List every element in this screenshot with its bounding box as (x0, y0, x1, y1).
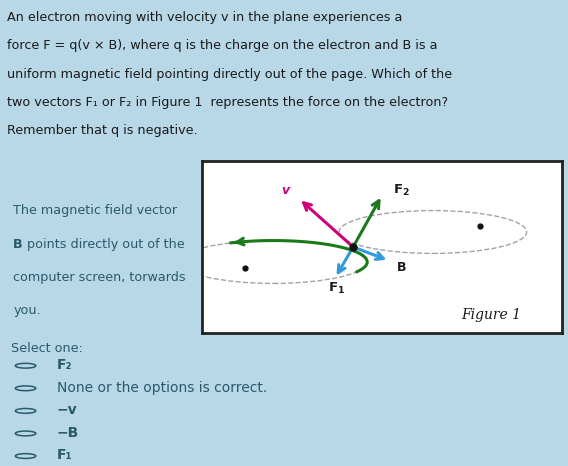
Text: Figure 1: Figure 1 (461, 308, 521, 322)
Text: −v: −v (57, 403, 77, 417)
Text: F₁: F₁ (57, 448, 73, 462)
Text: −B: −B (57, 426, 79, 440)
Text: points directly out of the: points directly out of the (23, 238, 185, 251)
Text: force F = q(v × B), where q is the charge on the electron and B is a: force F = q(v × B), where q is the charg… (7, 40, 437, 52)
Text: computer screen, torwards: computer screen, torwards (13, 271, 186, 284)
Text: Remember that q is negative.: Remember that q is negative. (7, 124, 198, 137)
Text: you.: you. (13, 304, 41, 317)
Text: B: B (396, 261, 406, 274)
Text: v: v (281, 184, 289, 197)
Text: F₂: F₂ (57, 358, 72, 372)
Text: $\mathbf{F_2}$: $\mathbf{F_2}$ (393, 183, 410, 198)
Text: B: B (13, 238, 23, 251)
Text: An electron moving with velocity v in the plane experiences a: An electron moving with velocity v in th… (7, 11, 402, 24)
Text: The magnetic field vector: The magnetic field vector (13, 204, 177, 217)
Text: Select one:: Select one: (11, 343, 83, 356)
Text: two vectors F₁ or F₂ in Figure 1  represents the force on the electron?: two vectors F₁ or F₂ in Figure 1 represe… (7, 96, 448, 109)
Text: None or the options is correct.: None or the options is correct. (57, 381, 267, 395)
Text: uniform magnetic field pointing directly out of the page. Which of the: uniform magnetic field pointing directly… (7, 68, 452, 81)
Text: $\mathbf{F_1}$: $\mathbf{F_1}$ (328, 281, 345, 296)
